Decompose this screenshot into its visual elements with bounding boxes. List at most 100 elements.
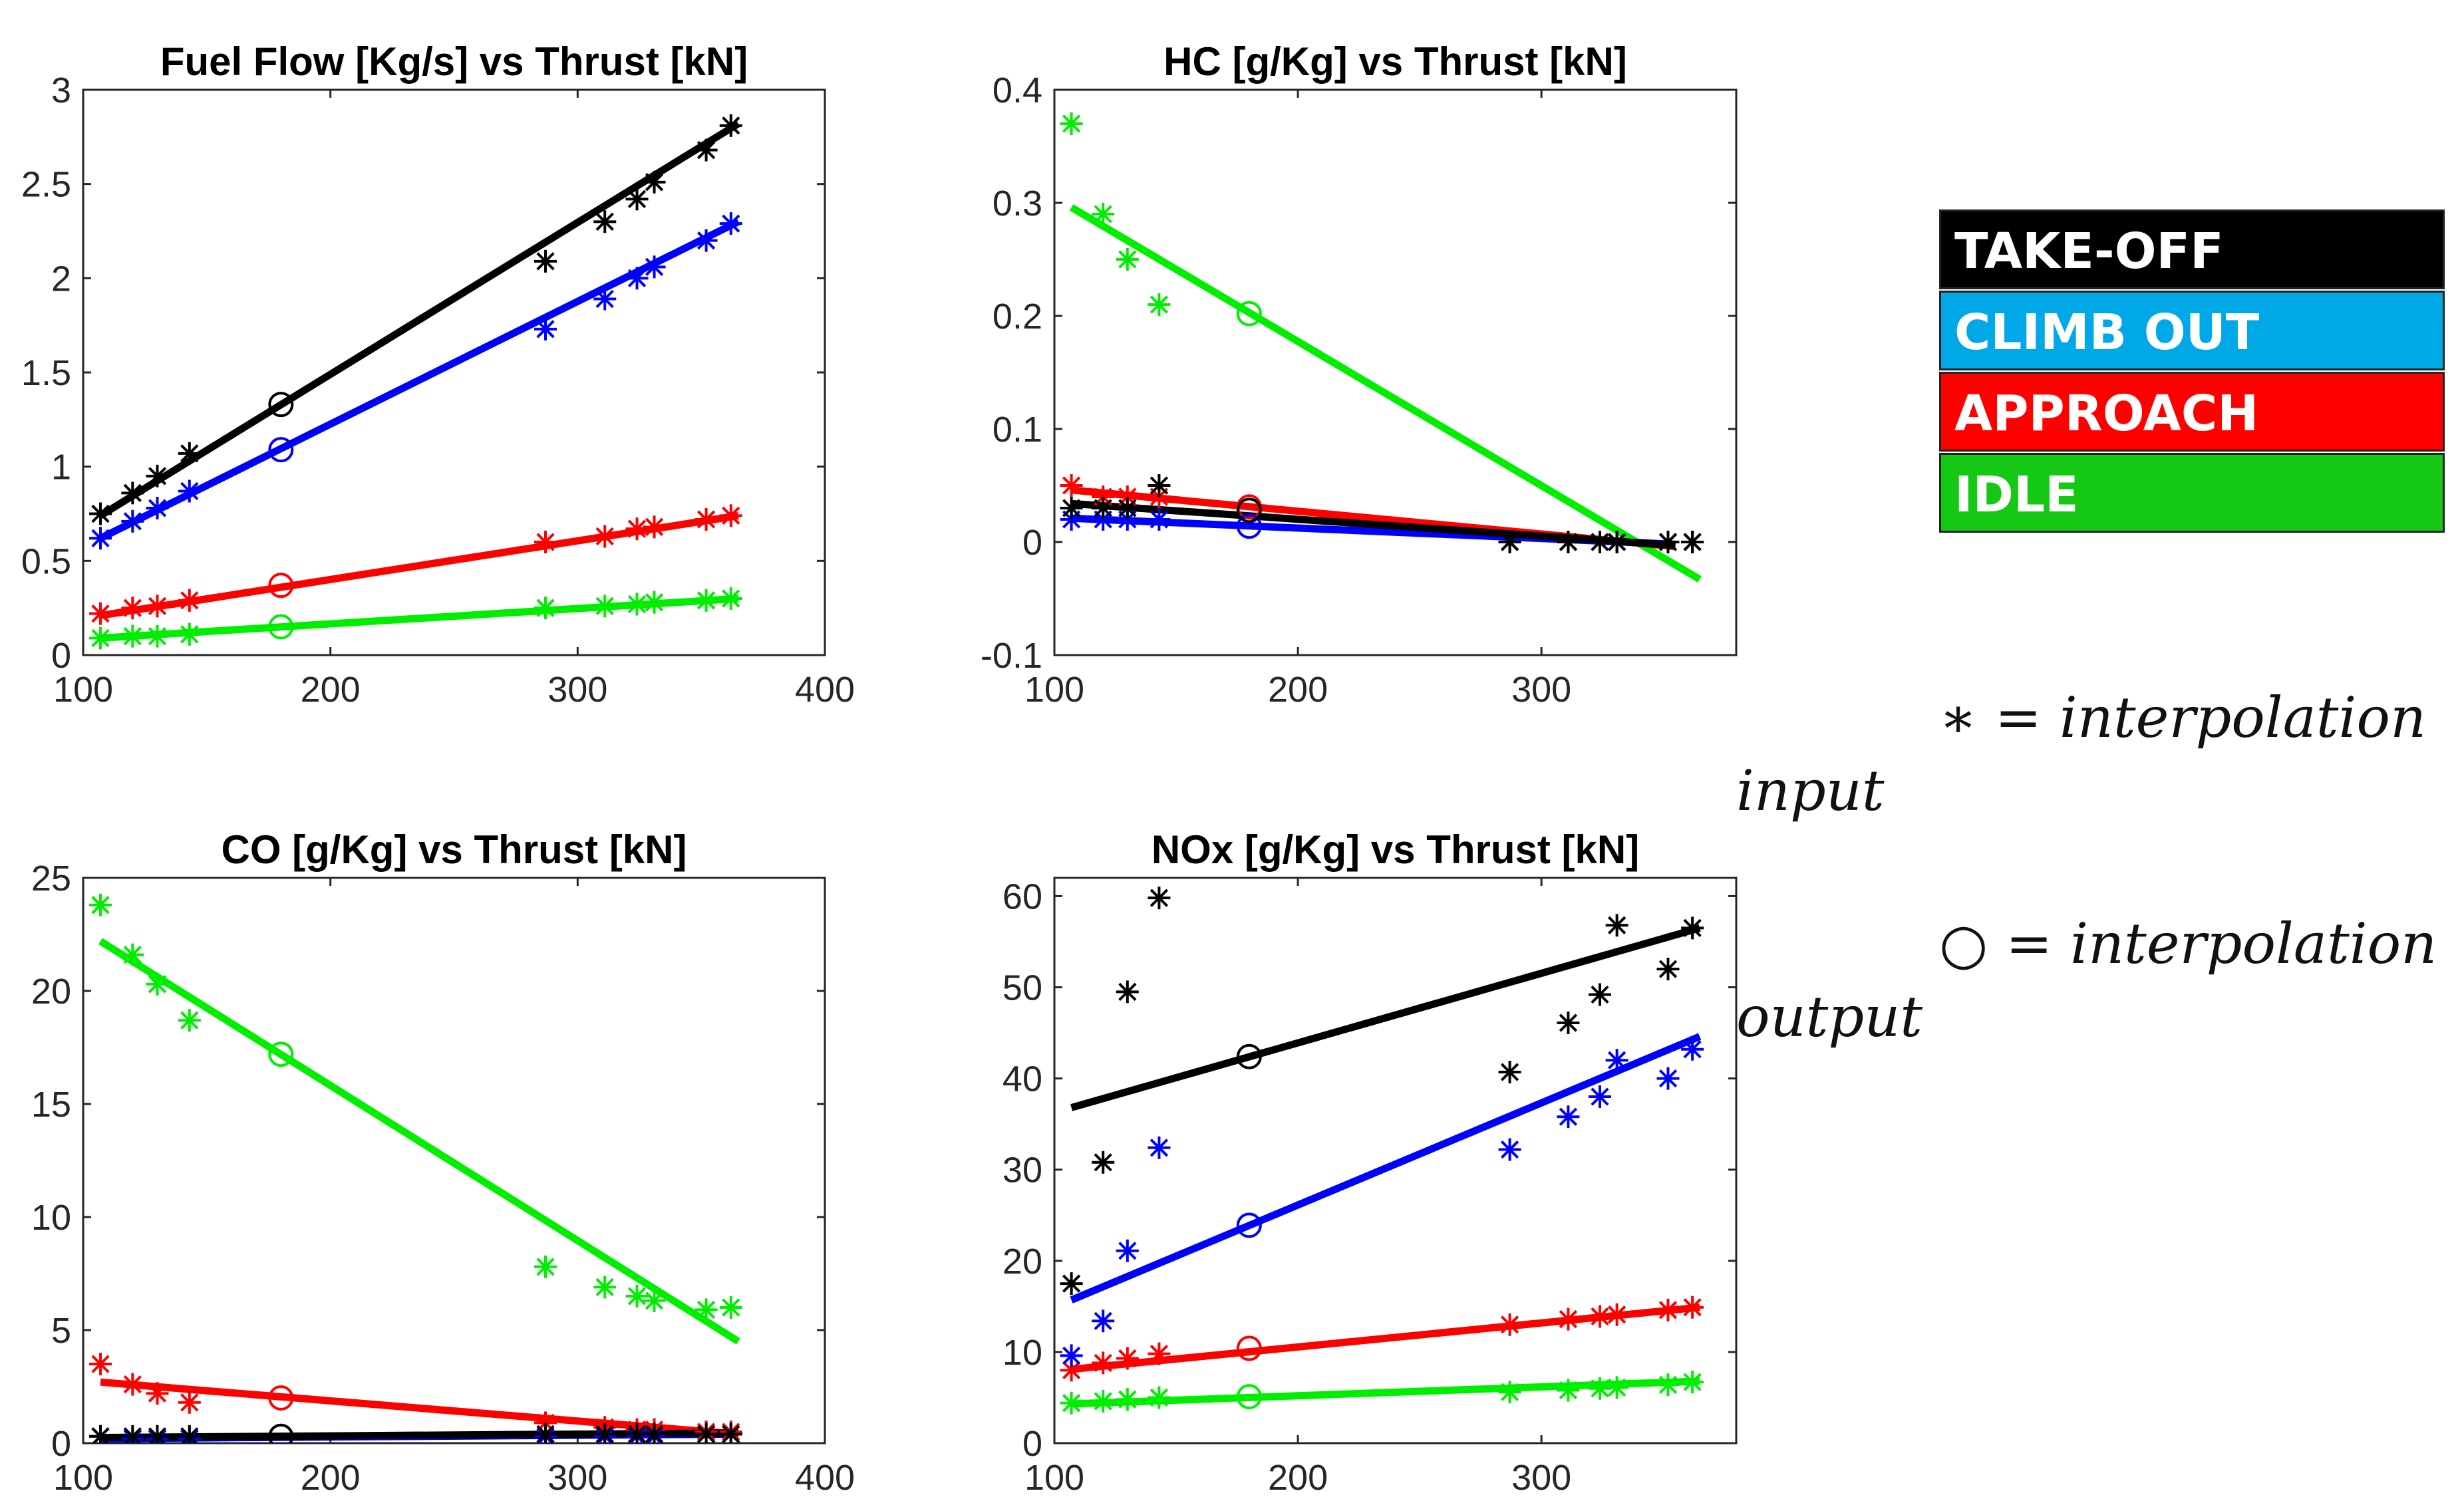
input-point-idle xyxy=(121,943,144,966)
star-stroke xyxy=(1150,510,1169,529)
star-stroke xyxy=(645,257,664,276)
input-point-takeoff xyxy=(593,210,617,233)
input-point-approach xyxy=(89,602,112,625)
star-stroke xyxy=(536,1258,555,1276)
x-tick-label: 200 xyxy=(301,670,361,710)
star-stroke xyxy=(1607,1051,1626,1069)
input-point-idle xyxy=(625,1285,649,1307)
y-tick-label: 2 xyxy=(51,259,71,299)
output-point-takeoff xyxy=(268,392,294,418)
star-stroke xyxy=(1559,1107,1578,1126)
chart-fuel-flow: Fuel Flow [Kg/s] vs Thrust [kN]100 200 300… xyxy=(21,39,855,710)
input-point-takeoff xyxy=(593,1423,617,1443)
y-tick-label: 40 xyxy=(1002,1059,1042,1099)
star-stroke xyxy=(1062,1346,1081,1365)
star-stroke xyxy=(722,506,740,525)
y-tick-label: 2.5 xyxy=(21,165,71,205)
x-tick-label: 300 xyxy=(547,1458,607,1498)
input-point-idle xyxy=(1605,1376,1628,1399)
star-stroke xyxy=(1150,1139,1169,1157)
note-star-interpolation: ∗ = interpolation xyxy=(1939,685,2426,750)
input-point-climb xyxy=(1498,1138,1521,1161)
fit-line-idle xyxy=(98,938,740,1345)
input-point-takeoff xyxy=(1060,1272,1083,1296)
star-stroke xyxy=(1500,533,1519,551)
output-point-takeoff xyxy=(1236,1043,1262,1069)
input-point-idle xyxy=(1060,112,1083,135)
input-point-idle xyxy=(178,622,201,646)
plot-area xyxy=(1053,88,1738,656)
y-tick-label: 10 xyxy=(31,1198,71,1238)
input-point-takeoff xyxy=(534,249,557,273)
star-stroke xyxy=(1658,533,1678,551)
input-point-idle xyxy=(625,593,649,616)
input-point-climb xyxy=(1589,1085,1611,1109)
input-point-takeoff xyxy=(89,502,112,525)
y-tick-label: 0 xyxy=(51,1424,71,1464)
star-stroke xyxy=(1062,1274,1081,1293)
star-stroke xyxy=(627,190,647,208)
chart-title: HC [g/Kg] vs Thrust [kN] xyxy=(1163,39,1627,84)
star-stroke xyxy=(1094,1311,1112,1330)
input-point-approach xyxy=(1589,1305,1611,1328)
input-point-takeoff xyxy=(1557,531,1580,553)
x-tick-label: 100 xyxy=(1024,1458,1084,1498)
input-point-climb xyxy=(694,229,718,252)
input-point-takeoff xyxy=(1681,916,1704,940)
chart-title: Fuel Flow [Kg/s] vs Thrust [kN] xyxy=(160,39,748,84)
star-stroke xyxy=(180,591,199,610)
input-point-approach xyxy=(1656,1298,1680,1321)
star-stroke xyxy=(1559,1309,1578,1329)
y-tick-label: 0 xyxy=(1022,523,1042,563)
star-symbol: ∗ xyxy=(1939,685,1978,750)
output-point-idle xyxy=(1236,301,1262,327)
star-stroke xyxy=(1062,1394,1081,1413)
star-stroke xyxy=(1094,1153,1112,1172)
star-stroke xyxy=(1591,985,1609,1004)
star-stroke xyxy=(123,1375,142,1394)
circle-note-text: = interpolation xyxy=(2006,911,2437,976)
input-point-approach xyxy=(593,525,617,548)
input-point-idle xyxy=(1116,248,1139,271)
input-point-takeoff xyxy=(694,138,718,162)
input-point-takeoff xyxy=(146,1425,169,1443)
input-point-takeoff xyxy=(643,170,666,194)
output-point-idle xyxy=(1236,1384,1262,1410)
y-tick-label: 10 xyxy=(1002,1333,1042,1373)
star-stroke xyxy=(1607,1378,1626,1397)
input-point-takeoff xyxy=(1557,1011,1580,1034)
star-stroke xyxy=(595,527,614,546)
y-tick-label: 5 xyxy=(51,1311,71,1351)
star-stroke xyxy=(722,1298,740,1317)
input-point-climb xyxy=(1092,1309,1115,1333)
y-tick-label: 1.5 xyxy=(21,353,71,393)
input-point-takeoff xyxy=(719,1423,742,1443)
input-point-takeoff xyxy=(121,1425,144,1443)
star-stroke xyxy=(627,1425,647,1443)
output-point-idle xyxy=(268,614,294,640)
input-point-climb xyxy=(643,255,666,279)
input-point-idle xyxy=(694,589,718,612)
input-point-approach xyxy=(1148,1342,1171,1365)
star-stroke xyxy=(1683,1373,1702,1391)
fit-line-climb xyxy=(1070,1033,1702,1303)
star-stroke xyxy=(722,1425,740,1443)
input-point-idle xyxy=(1060,1391,1083,1415)
input-point-approach xyxy=(719,504,742,527)
star-stroke xyxy=(696,1300,716,1319)
input-point-approach xyxy=(1498,1313,1521,1336)
star-stroke xyxy=(645,593,664,612)
input-point-idle xyxy=(146,624,169,648)
y-tick-label: 0.3 xyxy=(993,184,1042,223)
input-point-idle xyxy=(1148,1386,1171,1409)
star-stroke xyxy=(722,116,740,135)
star-stroke xyxy=(124,1427,142,1443)
chart-title: NOx [g/Kg] vs Thrust [kN] xyxy=(1152,827,1639,872)
input-point-approach xyxy=(121,1373,144,1396)
input-point-takeoff xyxy=(178,1425,201,1443)
chart-hc: HC [g/Kg] vs Thrust [kN] 100 200 300 -0.1 0 0.… xyxy=(981,39,1738,710)
input-point-takeoff xyxy=(625,188,649,211)
input-point-takeoff xyxy=(534,1423,557,1443)
y-tick-label: 0.1 xyxy=(993,410,1042,450)
